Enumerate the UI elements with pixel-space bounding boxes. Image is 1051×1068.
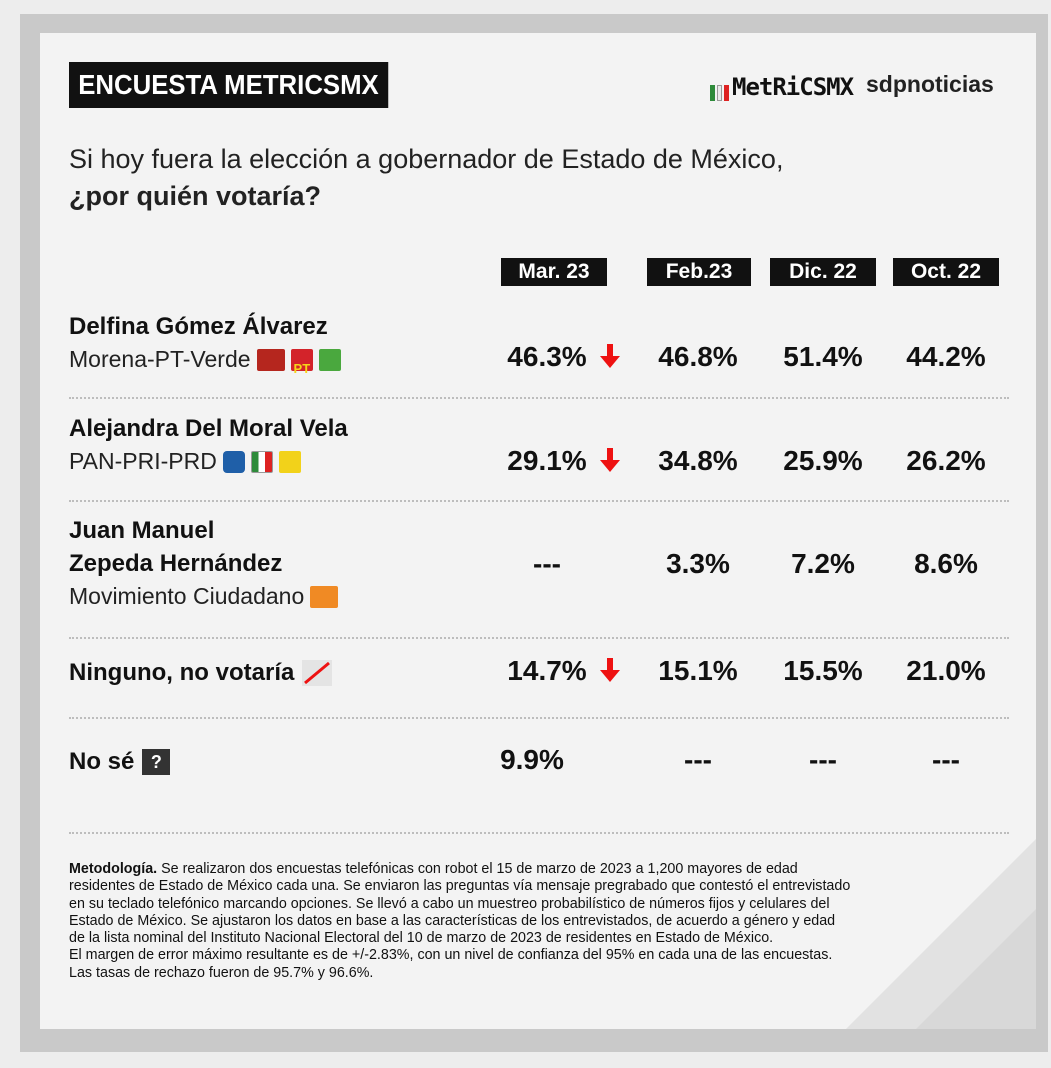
survey-badge: ENCUESTA METRICSMX (69, 62, 388, 108)
methodology-line-4: Estado de México. Se ajustaron los datos… (69, 912, 836, 929)
candidate-party: Morena-PT-Verde PT (69, 343, 1009, 376)
option-row-ninguno: Ninguno, no votaría (69, 656, 1009, 689)
candidate-party: PAN-PRI-PRD (69, 445, 1009, 478)
value-row4-feb: 15.1% (658, 655, 738, 686)
row-separator (69, 832, 1009, 834)
value-row5-dic: --- (809, 744, 837, 775)
corner-shade-inner (916, 909, 1036, 1029)
metricsmx-logo-text: MetRiCSMX (732, 73, 854, 101)
candidate-name: Alejandra Del Moral Vela (69, 415, 348, 442)
option-label: No sé (69, 748, 135, 775)
pri-logo-icon (250, 450, 273, 473)
candidate-row-delfina: Delfina Gómez Álvarez Morena-PT-Verde PT (69, 310, 1009, 376)
metricsmx-logo: MetRiCSMX (710, 69, 854, 101)
option-label-wrap: No sé ? (69, 745, 1009, 778)
column-header-oct-22: Oct. 22 (893, 258, 999, 286)
methodology-line-6: El margen de error máximo resultante es … (69, 947, 833, 964)
value-row3-mar: --- (533, 548, 561, 579)
poll-card: ENCUESTA METRICSMX MetRiCSMX sdpnoticias… (40, 33, 1036, 1029)
down-arrow-icon (600, 344, 620, 368)
prd-logo-icon (278, 450, 301, 473)
value-row3-oct: 8.6% (914, 548, 978, 579)
option-row-no-se: No sé ? (69, 745, 1009, 778)
candidate-row-juan-manuel: Juan Manuel Zepeda Hernández Movimiento … (69, 514, 1009, 613)
bar-chart-logo-icon (710, 75, 732, 101)
value-row1-dic: 51.4% (783, 341, 863, 372)
column-header-dic-22: Dic. 22 (770, 258, 876, 286)
party-label: Morena-PT-Verde (69, 346, 251, 372)
value-row2-mar: 29.1% (507, 445, 587, 476)
value-row2-feb: 34.8% (658, 445, 738, 476)
morena-logo-icon (256, 348, 285, 371)
down-arrow-icon (600, 658, 620, 682)
candidate-party: Movimiento Ciudadano (69, 580, 1009, 613)
slash-icon (302, 659, 333, 686)
candidate-name-line-2: Zepeda Hernández (69, 550, 283, 577)
methodology-line-7: Las tasas de rechazo fueron de 95.7% y 9… (69, 964, 374, 981)
value-row1-mar: 46.3% (507, 341, 587, 372)
question-line-2: ¿por quién votaría? (69, 181, 322, 211)
methodology-line-5: de la lista nominal del Instituto Nacion… (69, 930, 774, 947)
value-row5-oct: --- (932, 744, 960, 775)
candidate-name: Delfina Gómez Álvarez (69, 313, 328, 340)
poll-question: Si hoy fuera la elección a gobernador de… (69, 141, 783, 215)
question-line-1: Si hoy fuera la elección a gobernador de… (69, 144, 784, 174)
value-row4-mar: 14.7% (507, 655, 587, 686)
methodology-text: Metodología. Se realizaron dos encuestas… (69, 861, 1019, 982)
party-label: PAN-PRI-PRD (69, 448, 217, 474)
methodology-line-3: en su teclado telefónico marcando opcion… (69, 895, 830, 912)
option-label-wrap: Ninguno, no votaría (69, 656, 1009, 689)
methodology-line-1: Se realizaron dos encuestas telefónicas … (157, 861, 798, 877)
value-row3-feb: 3.3% (666, 548, 730, 579)
row-separator (69, 717, 1009, 719)
value-row3-dic: 7.2% (791, 548, 855, 579)
question-icon: ? (142, 748, 171, 775)
row-separator (69, 500, 1009, 502)
value-row2-oct: 26.2% (906, 445, 986, 476)
value-row2-dic: 25.9% (783, 445, 863, 476)
column-header-feb-23: Feb.23 (647, 258, 751, 286)
row-separator (69, 637, 1009, 639)
row-separator (69, 397, 1009, 399)
option-label: Ninguno, no votaría (69, 659, 295, 686)
sdpnoticias-logo: sdpnoticias (866, 71, 994, 97)
value-row1-oct: 44.2% (906, 341, 986, 372)
column-header-mar-23: Mar. 23 (501, 258, 607, 286)
value-row5-feb: --- (684, 744, 712, 775)
value-row4-dic: 15.5% (783, 655, 863, 686)
movimiento-ciudadano-logo-icon (310, 585, 339, 608)
methodology-label: Metodología. (69, 861, 158, 877)
pt-logo-icon: PT (290, 348, 313, 376)
candidate-name-line-1: Juan Manuel (69, 517, 215, 544)
value-row4-oct: 21.0% (906, 655, 986, 686)
candidate-row-alejandra: Alejandra Del Moral Vela PAN-PRI-PRD (69, 412, 1009, 478)
methodology-line-2: residentes de Estado de México cada una.… (69, 878, 851, 895)
party-label: Movimiento Ciudadano (69, 583, 305, 609)
down-arrow-icon (600, 448, 620, 472)
verde-logo-icon (318, 348, 341, 371)
value-row1-feb: 46.8% (658, 341, 738, 372)
value-row5-mar: 9.9% (500, 744, 564, 775)
pan-logo-icon (222, 450, 245, 473)
